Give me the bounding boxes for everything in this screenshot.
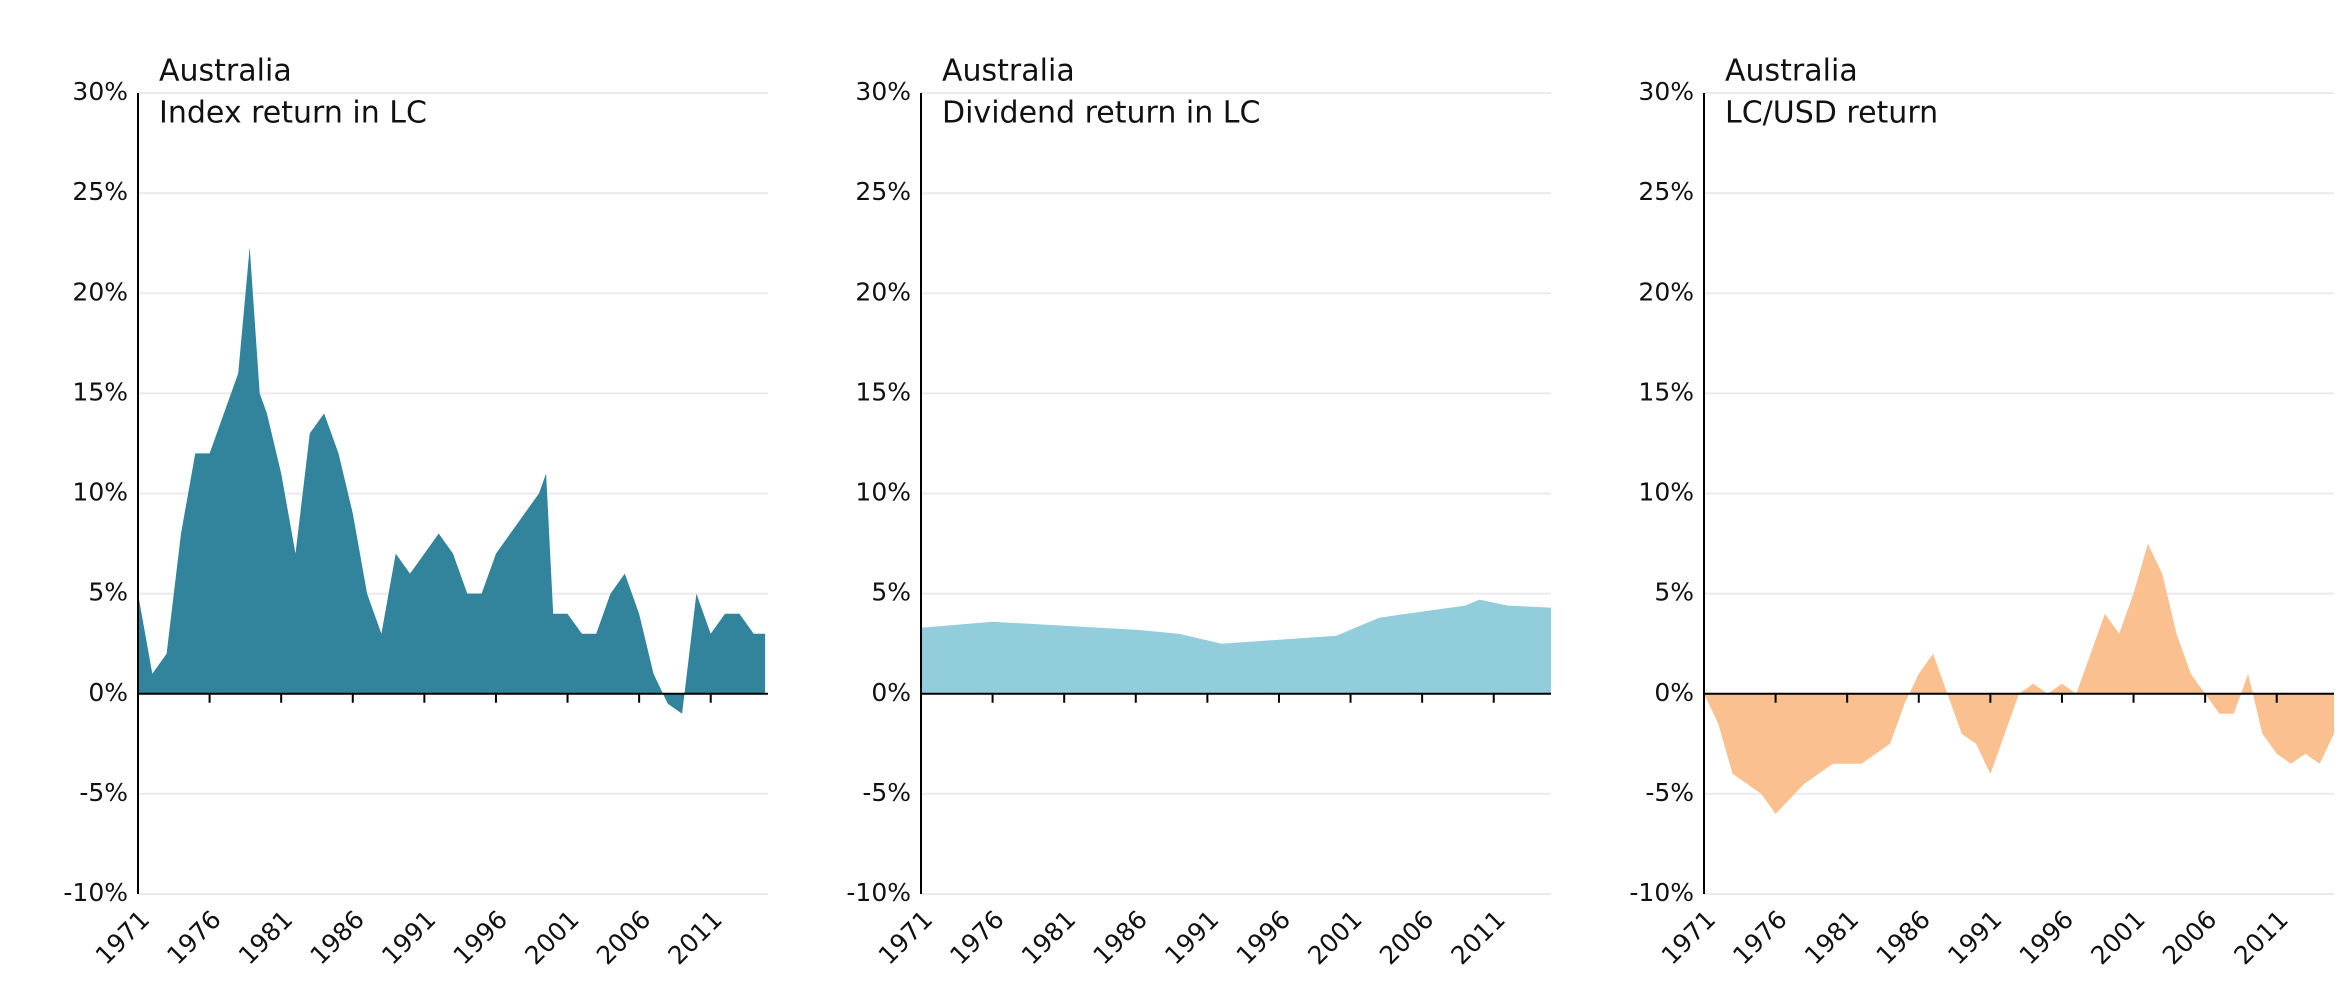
chart-title: Australia xyxy=(1725,54,1858,89)
y-tick-label: -10% xyxy=(1629,878,1694,907)
y-tick-label: 0% xyxy=(871,678,911,707)
chart-subtitle: Index return in LC xyxy=(159,96,427,131)
x-tick-label: 1976 xyxy=(944,905,1009,970)
x-tick-label: 1986 xyxy=(304,905,369,970)
y-tick-label: 10% xyxy=(1638,478,1694,507)
x-tick-label: 1986 xyxy=(1870,905,1935,970)
chart-title: Australia xyxy=(159,54,292,89)
y-tick-label: -10% xyxy=(63,878,128,907)
y-tick-label: 30% xyxy=(855,77,911,106)
area xyxy=(1704,543,2334,814)
x-tick-label: 1991 xyxy=(376,905,441,970)
y-tick-label: 10% xyxy=(72,478,128,507)
x-tick-label: 2001 xyxy=(2085,905,2150,970)
x-tick-label: 2011 xyxy=(662,905,727,970)
y-tick-label: 25% xyxy=(1638,177,1694,206)
y-tick-label: 15% xyxy=(72,377,128,406)
x-tick-label: 1976 xyxy=(161,905,226,970)
chart-subtitle: Dividend return in LC xyxy=(942,96,1260,131)
x-tick-label: 1996 xyxy=(2014,905,2079,970)
y-tick-label: -5% xyxy=(79,778,128,807)
chart-subtitle: LC/USD return xyxy=(1725,96,1938,131)
x-tick-label: 2006 xyxy=(591,905,656,970)
area xyxy=(921,599,1551,694)
x-tick-label: 2011 xyxy=(1445,905,1510,970)
y-tick-label: 15% xyxy=(855,377,911,406)
y-tick-label: 5% xyxy=(871,578,911,607)
y-tick-label: 5% xyxy=(88,578,128,607)
y-tick-label: 0% xyxy=(1654,678,1694,707)
y-tick-label: 20% xyxy=(1638,277,1694,306)
x-tick-label: 1971 xyxy=(873,905,938,970)
y-tick-label: 25% xyxy=(855,177,911,206)
y-tick-label: 5% xyxy=(1654,578,1694,607)
y-tick-label: 20% xyxy=(855,277,911,306)
x-tick-label: 1981 xyxy=(1016,905,1081,970)
x-tick-label: 1991 xyxy=(1159,905,1224,970)
y-tick-label: 15% xyxy=(1638,377,1694,406)
x-tick-label: 1991 xyxy=(1942,905,2007,970)
chart-title: Australia xyxy=(942,54,1075,89)
y-tick-label: 0% xyxy=(88,678,128,707)
x-tick-label: 1986 xyxy=(1087,905,1152,970)
x-tick-label: 2011 xyxy=(2228,905,2293,970)
x-tick-label: 2006 xyxy=(2157,905,2222,970)
x-tick-label: 1976 xyxy=(1727,905,1792,970)
y-tick-label: 20% xyxy=(72,277,128,306)
y-tick-label: 10% xyxy=(855,478,911,507)
y-tick-label: -10% xyxy=(846,878,911,907)
x-tick-label: 1996 xyxy=(1231,905,1296,970)
y-tick-label: -5% xyxy=(1645,778,1694,807)
x-tick-label: 1971 xyxy=(1656,905,1721,970)
area xyxy=(138,247,766,714)
y-tick-label: 30% xyxy=(72,77,128,106)
x-tick-label: 2001 xyxy=(519,905,584,970)
x-tick-label: 1981 xyxy=(233,905,298,970)
x-tick-label: 1996 xyxy=(448,905,513,970)
x-tick-label: 1971 xyxy=(90,905,155,970)
y-tick-label: -5% xyxy=(862,778,911,807)
x-tick-label: 2001 xyxy=(1302,905,1367,970)
x-tick-label: 1981 xyxy=(1799,905,1864,970)
y-tick-label: 30% xyxy=(1638,77,1694,106)
y-tick-label: 25% xyxy=(72,177,128,206)
x-tick-label: 2006 xyxy=(1374,905,1439,970)
